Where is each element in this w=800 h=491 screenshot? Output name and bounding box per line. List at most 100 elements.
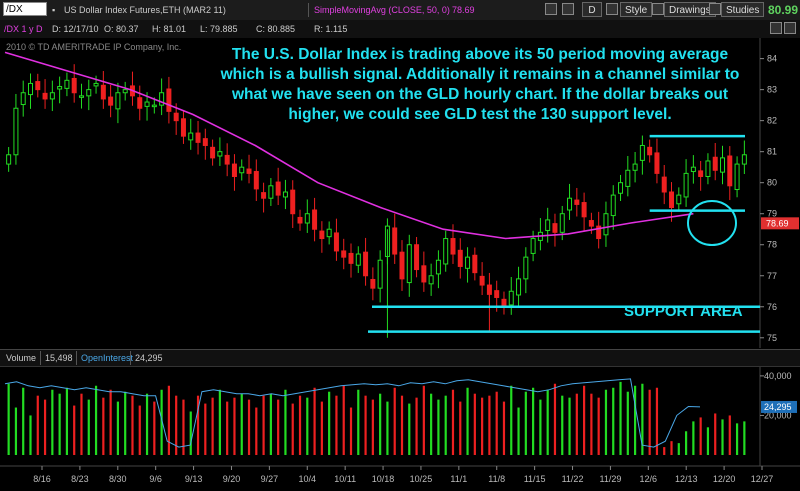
x-tick-label: 10/11 bbox=[334, 474, 356, 484]
candle bbox=[333, 232, 339, 252]
candle bbox=[414, 244, 420, 271]
candle bbox=[35, 81, 41, 91]
x-tick-label: 8/16 bbox=[33, 474, 51, 484]
quote-high: H: 81.01 bbox=[152, 24, 187, 34]
y-tick-label: 80 bbox=[767, 178, 777, 188]
x-tick-label: 11/22 bbox=[562, 474, 584, 484]
open-interest-line bbox=[4, 378, 701, 448]
candle bbox=[312, 209, 318, 230]
candle bbox=[683, 172, 689, 198]
candle bbox=[428, 275, 434, 285]
candle bbox=[574, 199, 580, 205]
chart-title: US Dollar Index Futures,ETH (MAR2 11) bbox=[64, 5, 226, 15]
candle bbox=[625, 169, 631, 187]
candle bbox=[282, 191, 288, 198]
collapse-icon[interactable] bbox=[770, 22, 782, 34]
y-tick-label: 78 bbox=[767, 240, 777, 250]
candle bbox=[406, 244, 412, 284]
x-tick-label: 9/27 bbox=[261, 474, 279, 484]
y-tick-label: 75 bbox=[767, 333, 777, 343]
y-tick-label: 77 bbox=[767, 271, 777, 281]
candle bbox=[669, 191, 675, 209]
candle bbox=[326, 228, 332, 238]
candle bbox=[253, 171, 259, 190]
style-button[interactable]: Style bbox=[620, 2, 653, 17]
moving-average-line bbox=[4, 51, 694, 240]
share-icon[interactable] bbox=[562, 3, 574, 15]
candle bbox=[217, 151, 223, 157]
candle bbox=[355, 253, 361, 266]
last-price: 80.99 bbox=[767, 3, 798, 17]
window-icon[interactable] bbox=[545, 3, 557, 15]
candle bbox=[581, 202, 587, 218]
candle bbox=[180, 118, 186, 137]
candle bbox=[647, 146, 653, 156]
candle bbox=[115, 92, 121, 110]
candle bbox=[304, 213, 310, 224]
quote-date: D: 12/17/10 bbox=[52, 24, 99, 34]
volume-tick-label: 40,000 bbox=[764, 371, 792, 381]
candle bbox=[450, 238, 456, 255]
candle bbox=[661, 176, 667, 193]
candle bbox=[698, 170, 704, 177]
candle bbox=[239, 166, 245, 174]
candle bbox=[202, 138, 208, 146]
x-tick-label: 8/23 bbox=[71, 474, 89, 484]
candle bbox=[618, 182, 624, 194]
chart-title-dot-icon: ▪ bbox=[52, 5, 56, 15]
candle bbox=[516, 278, 522, 296]
candle bbox=[632, 163, 638, 171]
candle bbox=[596, 225, 602, 240]
support-area-label: SUPPORT AREA bbox=[624, 303, 743, 320]
copyright: 2010 © TD AMERITRADE IP Company, Inc. bbox=[6, 42, 182, 52]
candle bbox=[610, 194, 616, 217]
candle bbox=[137, 97, 143, 109]
candle bbox=[290, 189, 296, 215]
oi-label: OpenInterest bbox=[76, 351, 137, 365]
candle bbox=[195, 132, 201, 143]
symbol-input[interactable] bbox=[3, 2, 47, 16]
candle bbox=[712, 156, 718, 171]
candle bbox=[370, 278, 376, 289]
x-tick-label: 10/4 bbox=[298, 474, 316, 484]
flask-icon[interactable] bbox=[709, 3, 721, 15]
x-tick-label: 8/30 bbox=[109, 474, 127, 484]
candle bbox=[173, 112, 179, 122]
quote-low: L: 79.885 bbox=[200, 24, 238, 34]
x-tick-label: 12/27 bbox=[751, 474, 774, 484]
candle bbox=[57, 86, 63, 90]
x-tick-label: 11/29 bbox=[599, 474, 621, 484]
studies-button[interactable]: Studies bbox=[721, 2, 765, 17]
candle bbox=[421, 265, 427, 283]
candle bbox=[210, 146, 216, 159]
quote-close: C: 80.885 bbox=[256, 24, 296, 34]
x-tick-label: 12/6 bbox=[640, 474, 658, 484]
x-tick-label: 10/18 bbox=[372, 474, 395, 484]
annotation-text: The U.S. Dollar Index is trading above i… bbox=[185, 45, 775, 125]
candle bbox=[246, 168, 252, 174]
pen-icon[interactable] bbox=[652, 3, 664, 15]
close-icon[interactable] bbox=[784, 22, 796, 34]
candle bbox=[523, 256, 529, 280]
candle bbox=[49, 92, 55, 100]
candle bbox=[20, 92, 26, 106]
candle bbox=[363, 251, 369, 277]
volume-value: 15,498 bbox=[40, 351, 77, 365]
indicator-name: SimpleMovingAvg (CLOSE, 50, 0) bbox=[314, 5, 450, 15]
quote-open: O: 80.37 bbox=[104, 24, 139, 34]
y-tick-label: 82 bbox=[767, 116, 777, 126]
candle bbox=[588, 220, 594, 227]
timeframe-button[interactable]: D bbox=[582, 2, 602, 17]
volume-tick-label: 20,000 bbox=[764, 410, 792, 420]
candle bbox=[93, 82, 99, 87]
candle bbox=[552, 223, 558, 233]
volume-panel-header: Volume 15,498 OpenInterest 24,295 bbox=[0, 349, 800, 367]
x-tick-label: 9/13 bbox=[185, 474, 203, 484]
x-tick-label: 9/6 bbox=[149, 474, 162, 484]
ma-price-marker bbox=[761, 217, 799, 230]
cursor-icon[interactable] bbox=[606, 3, 618, 15]
candle bbox=[734, 163, 740, 191]
candle bbox=[559, 213, 565, 233]
candle bbox=[654, 152, 660, 174]
